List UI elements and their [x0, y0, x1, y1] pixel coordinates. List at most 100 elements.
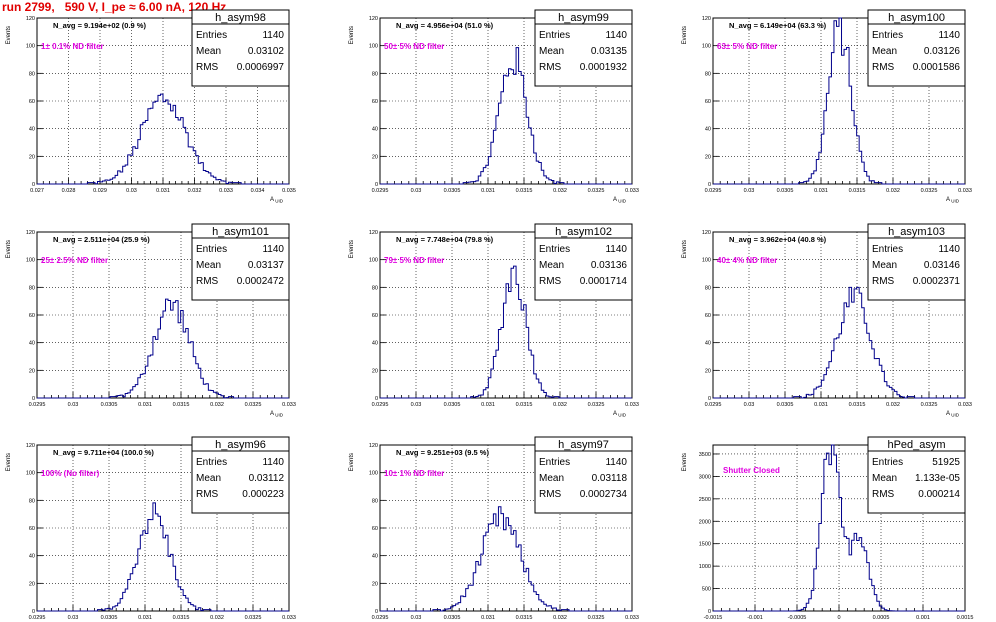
- x-axis-title: A UID: [270, 197, 284, 204]
- stat-box: [534, 436, 633, 514]
- filter-note: 79± 5% ND filter: [384, 256, 444, 265]
- x-tick-label: 0.0325: [245, 615, 262, 621]
- y-tick-label: 80: [29, 285, 35, 291]
- x-tick-label: 0.0305: [777, 188, 794, 194]
- stat-label: Entries: [196, 244, 227, 255]
- y-tick-label: 120: [369, 230, 378, 236]
- x-tick-label: 0.031: [814, 188, 828, 194]
- histogram-series: [713, 444, 965, 612]
- y-tick-label: 80: [372, 285, 378, 291]
- stat-box: [191, 436, 290, 514]
- y-tick-label: 120: [26, 443, 35, 449]
- histogram-series: [713, 286, 965, 399]
- x-tick-label: 0.029: [93, 188, 107, 194]
- stat-value: 0.03137: [248, 260, 285, 271]
- y-tick-label: 40: [705, 127, 711, 133]
- y-axis-title: Events: [6, 26, 12, 44]
- x-tick-label: 0.028: [62, 188, 76, 194]
- y-tick-label: 100: [26, 44, 35, 50]
- histogram-series: [37, 93, 289, 185]
- panel-h_asym100: 0.0295 0.03 0.0305 0.031 0.0315 0.032 0.0325 0.…: [682, 9, 972, 204]
- stat-value: 51925: [932, 457, 960, 468]
- panel-hPed_asym: -0.0015 -0.001 -0.0005 0 0.0005 0.001 0.0015 0 5…: [682, 436, 974, 621]
- stat-value: 1140: [605, 244, 627, 255]
- x-tick-label: 0.03: [411, 188, 422, 194]
- panel-h_asym99: 0.0295 0.03 0.0305 0.031 0.0315 0.032 0.0325 0.…: [349, 9, 639, 204]
- y-tick-label: 20: [372, 154, 378, 160]
- x-tick-label: 0.03: [411, 402, 422, 408]
- panel-h_asym98: 0.027 0.028 0.029 0.03 0.031 0.032 0.033 0.034 0…: [6, 9, 296, 204]
- y-tick-label: 80: [705, 285, 711, 291]
- stat-title: h_asym96: [215, 439, 266, 451]
- stat-box: [867, 9, 966, 87]
- y-tick-label: 40: [372, 127, 378, 133]
- n-avg-label: N_avg = 9.251e+03 (9.5 %): [396, 448, 489, 457]
- x-tick-label: 0.0005: [873, 615, 890, 621]
- filter-note: 63± 5% ND filter: [717, 42, 777, 51]
- x-tick-label: 0.03: [68, 615, 79, 621]
- x-tick-label: 0.0295: [372, 615, 389, 621]
- x-tick-label: 0.032: [210, 402, 224, 408]
- y-tick-label: 20: [29, 154, 35, 160]
- filter-note: 100% (No filter): [41, 469, 100, 478]
- stat-value: 0.0001714: [580, 276, 628, 287]
- stat-title: h_asym97: [558, 439, 609, 451]
- y-tick-label: 0: [375, 609, 378, 615]
- n-avg-label: N_avg = 9.711e+04 (100.0 %): [53, 448, 154, 457]
- x-axis-title: A UID: [946, 411, 960, 418]
- x-tick-label: 0.0305: [777, 402, 794, 408]
- stat-label: Mean: [539, 46, 564, 57]
- x-tick-label: 0.033: [282, 402, 296, 408]
- x-axis-title: A UID: [946, 197, 960, 204]
- x-tick-label: 0.034: [251, 188, 265, 194]
- panel-h_asym96: 0.0295 0.03 0.0305 0.031 0.0315 0.032 0.0325 0.…: [6, 436, 296, 621]
- x-tick-label: 0.0305: [101, 402, 118, 408]
- histogram-series: [37, 502, 289, 612]
- panel-h_asym97: 0.0295 0.03 0.0305 0.031 0.0315 0.032 0.0325 0.…: [349, 436, 639, 621]
- n-avg-label: N_avg = 9.194e+02 (0.9 %): [53, 21, 146, 30]
- stat-label: Mean: [196, 46, 221, 57]
- y-tick-label: 0: [32, 396, 35, 402]
- histogram-series: [37, 298, 289, 399]
- stat-value: 1140: [938, 30, 960, 41]
- y-tick-label: 3500: [699, 452, 711, 458]
- stat-label: Mean: [196, 473, 221, 484]
- x-tick-label: 0.0295: [372, 402, 389, 408]
- y-tick-label: 120: [26, 230, 35, 236]
- y-tick-label: 60: [372, 313, 378, 319]
- y-tick-label: 100: [702, 44, 711, 50]
- x-tick-label: 0.0315: [516, 188, 533, 194]
- y-tick-label: 40: [372, 341, 378, 347]
- x-tick-label: 0.032: [886, 188, 900, 194]
- x-tick-label: 0.0325: [588, 402, 605, 408]
- x-tick-label: 0.0015: [957, 615, 974, 621]
- y-tick-label: 20: [29, 368, 35, 374]
- stat-label: Mean: [539, 260, 564, 271]
- y-axis-title: Events: [6, 240, 12, 258]
- x-tick-label: 0.031: [814, 402, 828, 408]
- stat-value: 0.0002734: [580, 489, 628, 500]
- y-tick-label: 100: [369, 44, 378, 50]
- stat-title: h_asym98: [215, 12, 266, 24]
- histogram-series: [380, 506, 632, 612]
- y-tick-label: 80: [372, 498, 378, 504]
- x-axis-title: A UID: [613, 411, 627, 418]
- x-tick-label: 0.033: [958, 188, 972, 194]
- x-tick-label: 0.032: [553, 615, 567, 621]
- stat-label: RMS: [196, 489, 219, 500]
- x-tick-label: 0.03: [744, 188, 755, 194]
- n-avg-label: N_avg = 7.748e+04 (79.8 %): [396, 235, 494, 244]
- n-avg-label: N_avg = 6.149e+04 (63.3 %): [729, 21, 827, 30]
- stat-title: h_asym100: [888, 12, 945, 24]
- stat-value: 0.03135: [591, 46, 628, 57]
- stat-value: 0.03118: [592, 473, 628, 484]
- stat-label: RMS: [196, 276, 219, 287]
- x-tick-label: 0.033: [625, 188, 639, 194]
- y-tick-label: 0: [708, 609, 711, 615]
- stat-label: RMS: [539, 276, 562, 287]
- y-tick-label: 3000: [699, 474, 711, 480]
- y-tick-label: 40: [372, 554, 378, 560]
- x-tick-label: 0.001: [916, 615, 930, 621]
- y-tick-label: 20: [29, 581, 35, 587]
- x-tick-label: 0.0315: [849, 188, 866, 194]
